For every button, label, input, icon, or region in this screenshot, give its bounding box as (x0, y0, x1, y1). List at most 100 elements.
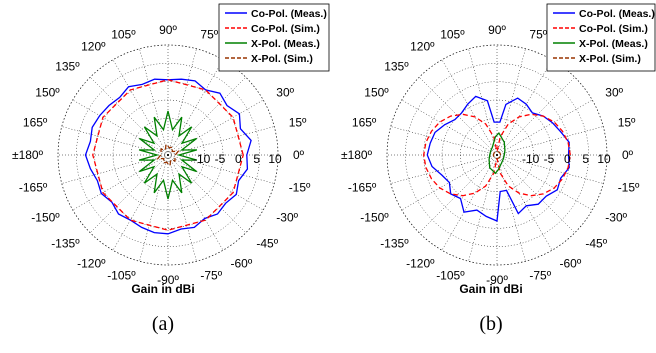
radial-tick-label: 5 (582, 152, 589, 166)
angular-grid-spoke (496, 99, 593, 156)
radial-grid-circle (57, 44, 279, 266)
angle-label: 165º (352, 116, 377, 130)
angle-label: -30º (276, 211, 298, 225)
angular-grid-spoke (496, 154, 526, 262)
radial-tick-label: -10 (193, 152, 211, 166)
angle-label: -90º (157, 273, 179, 287)
series-line-co-pol-sim (92, 79, 244, 231)
legend-label: X-Pol. (Meas.) (251, 38, 320, 50)
angle-label: 30º (276, 86, 294, 100)
series-line-x-pol-meas (138, 110, 198, 200)
angle-label: -60º (560, 256, 582, 270)
angle-label: ±180º (341, 148, 373, 162)
series-line-co-pol-sim (423, 113, 571, 197)
angle-label: ±180º (12, 148, 44, 162)
legend-box (218, 3, 330, 72)
angular-grid-spoke (441, 59, 498, 156)
angular-grid-spoke (496, 59, 553, 156)
series-line-co-pol-meas (84, 78, 252, 235)
angle-label: -60º (231, 256, 253, 270)
legend-label: X-Pol. (Sim.) (579, 53, 641, 65)
angle-label: 150º (364, 86, 389, 100)
angle-label: 150º (35, 86, 60, 100)
angular-grid-spoke (72, 154, 169, 211)
legend: Co-Pol. (Meas.) Co-Pol. (Sim.) X-Pol. (Mea… (546, 3, 656, 72)
angular-grid-spoke (167, 48, 197, 156)
radial-grid-circle (76, 63, 260, 247)
angle-label: 135º (55, 60, 80, 74)
legend-label: Co-Pol. (Meas.) (579, 8, 655, 20)
angle-label: 75º (200, 27, 218, 41)
radial-tick-label: -10 (522, 152, 540, 166)
angular-grid-spoke (167, 99, 264, 156)
angle-label: -90º (486, 273, 508, 287)
angular-grid-spoke (139, 154, 169, 262)
angular-grid-spoke (112, 154, 169, 251)
angle-label: 90º (488, 23, 506, 37)
angle-label: -120º (77, 256, 106, 270)
angular-grid-spoke (390, 126, 498, 156)
angular-grid-spoke (167, 59, 224, 156)
radial-tick-label: 10 (268, 152, 282, 166)
angular-grid-spoke (167, 154, 224, 251)
angle-label: 15º (618, 116, 636, 130)
angle-label: 135º (384, 60, 409, 74)
angle-label: -120º (406, 256, 435, 270)
angle-label: -30º (605, 211, 627, 225)
angular-grid-spoke (496, 154, 593, 211)
angle-label: 90º (159, 23, 177, 37)
series-line-co-pol-meas (426, 95, 570, 222)
angle-label: -135º (380, 236, 409, 250)
radial-tick-label: -5 (544, 152, 555, 166)
angle-label: 120º (81, 40, 106, 54)
angular-grid-spoke (167, 154, 246, 233)
legend-box (546, 3, 656, 72)
angular-grid-spoke (496, 77, 575, 156)
radial-tick-label: 10 (597, 152, 611, 166)
legend: Co-Pol. (Meas.) Co-Pol. (Sim.) X-Pol. (Mea… (218, 3, 330, 72)
radial-grid-circle (423, 81, 571, 229)
angular-grid-spoke (419, 154, 498, 233)
angular-grid-spoke (441, 154, 498, 251)
angular-grid-spoke (390, 154, 498, 184)
angle-label: 120º (410, 40, 435, 54)
radial-tick-label: 5 (253, 152, 260, 166)
angle-label: -135º (51, 236, 80, 250)
angle-label: 15º (289, 116, 307, 130)
axis-title: Gain in dBi (459, 282, 522, 296)
angular-grid-spoke (496, 154, 553, 251)
angle-label: -150º (360, 211, 389, 225)
angle-label: -45º (585, 236, 607, 250)
radial-tick-label: 0 (235, 152, 242, 166)
angle-label: 105º (111, 27, 136, 41)
angle-label: -105º (436, 269, 465, 283)
angle-label: 0º (293, 148, 305, 162)
angular-grid-spoke (496, 154, 575, 233)
radial-tick-label: -5 (215, 152, 226, 166)
angular-grid-spoke (468, 48, 498, 156)
radial-grid-circle (94, 81, 242, 229)
legend-label: Co-Pol. (Sim.) (579, 23, 648, 35)
angle-label: -105º (107, 269, 136, 283)
polar-chart-b: -10-505100º15º30º45º60º75º90º105º120º135… (341, 3, 656, 335)
angle-label: 75º (529, 27, 547, 41)
legend-label: Co-Pol. (Meas.) (251, 8, 327, 20)
legend-label: Co-Pol. (Sim.) (251, 23, 320, 35)
angular-grid-spoke (90, 77, 169, 156)
angle-label: -75º (200, 269, 222, 283)
radial-grid-circle (405, 63, 589, 247)
angle-label: -165º (348, 180, 377, 194)
series-line-x-pol-meas (488, 132, 506, 175)
angular-grid-spoke (167, 154, 264, 211)
radial-tick-label: 0 (564, 152, 571, 166)
angle-label: -150º (31, 211, 60, 225)
angle-label: 105º (440, 27, 465, 41)
angular-grid-spoke (468, 154, 498, 262)
angular-grid-spoke (167, 77, 246, 156)
angle-label: -45º (256, 236, 278, 250)
panel-label: (b) (479, 313, 502, 335)
radial-grid-circle (386, 44, 608, 266)
panel-label: (a) (152, 313, 174, 335)
angular-grid-spoke (139, 48, 169, 156)
